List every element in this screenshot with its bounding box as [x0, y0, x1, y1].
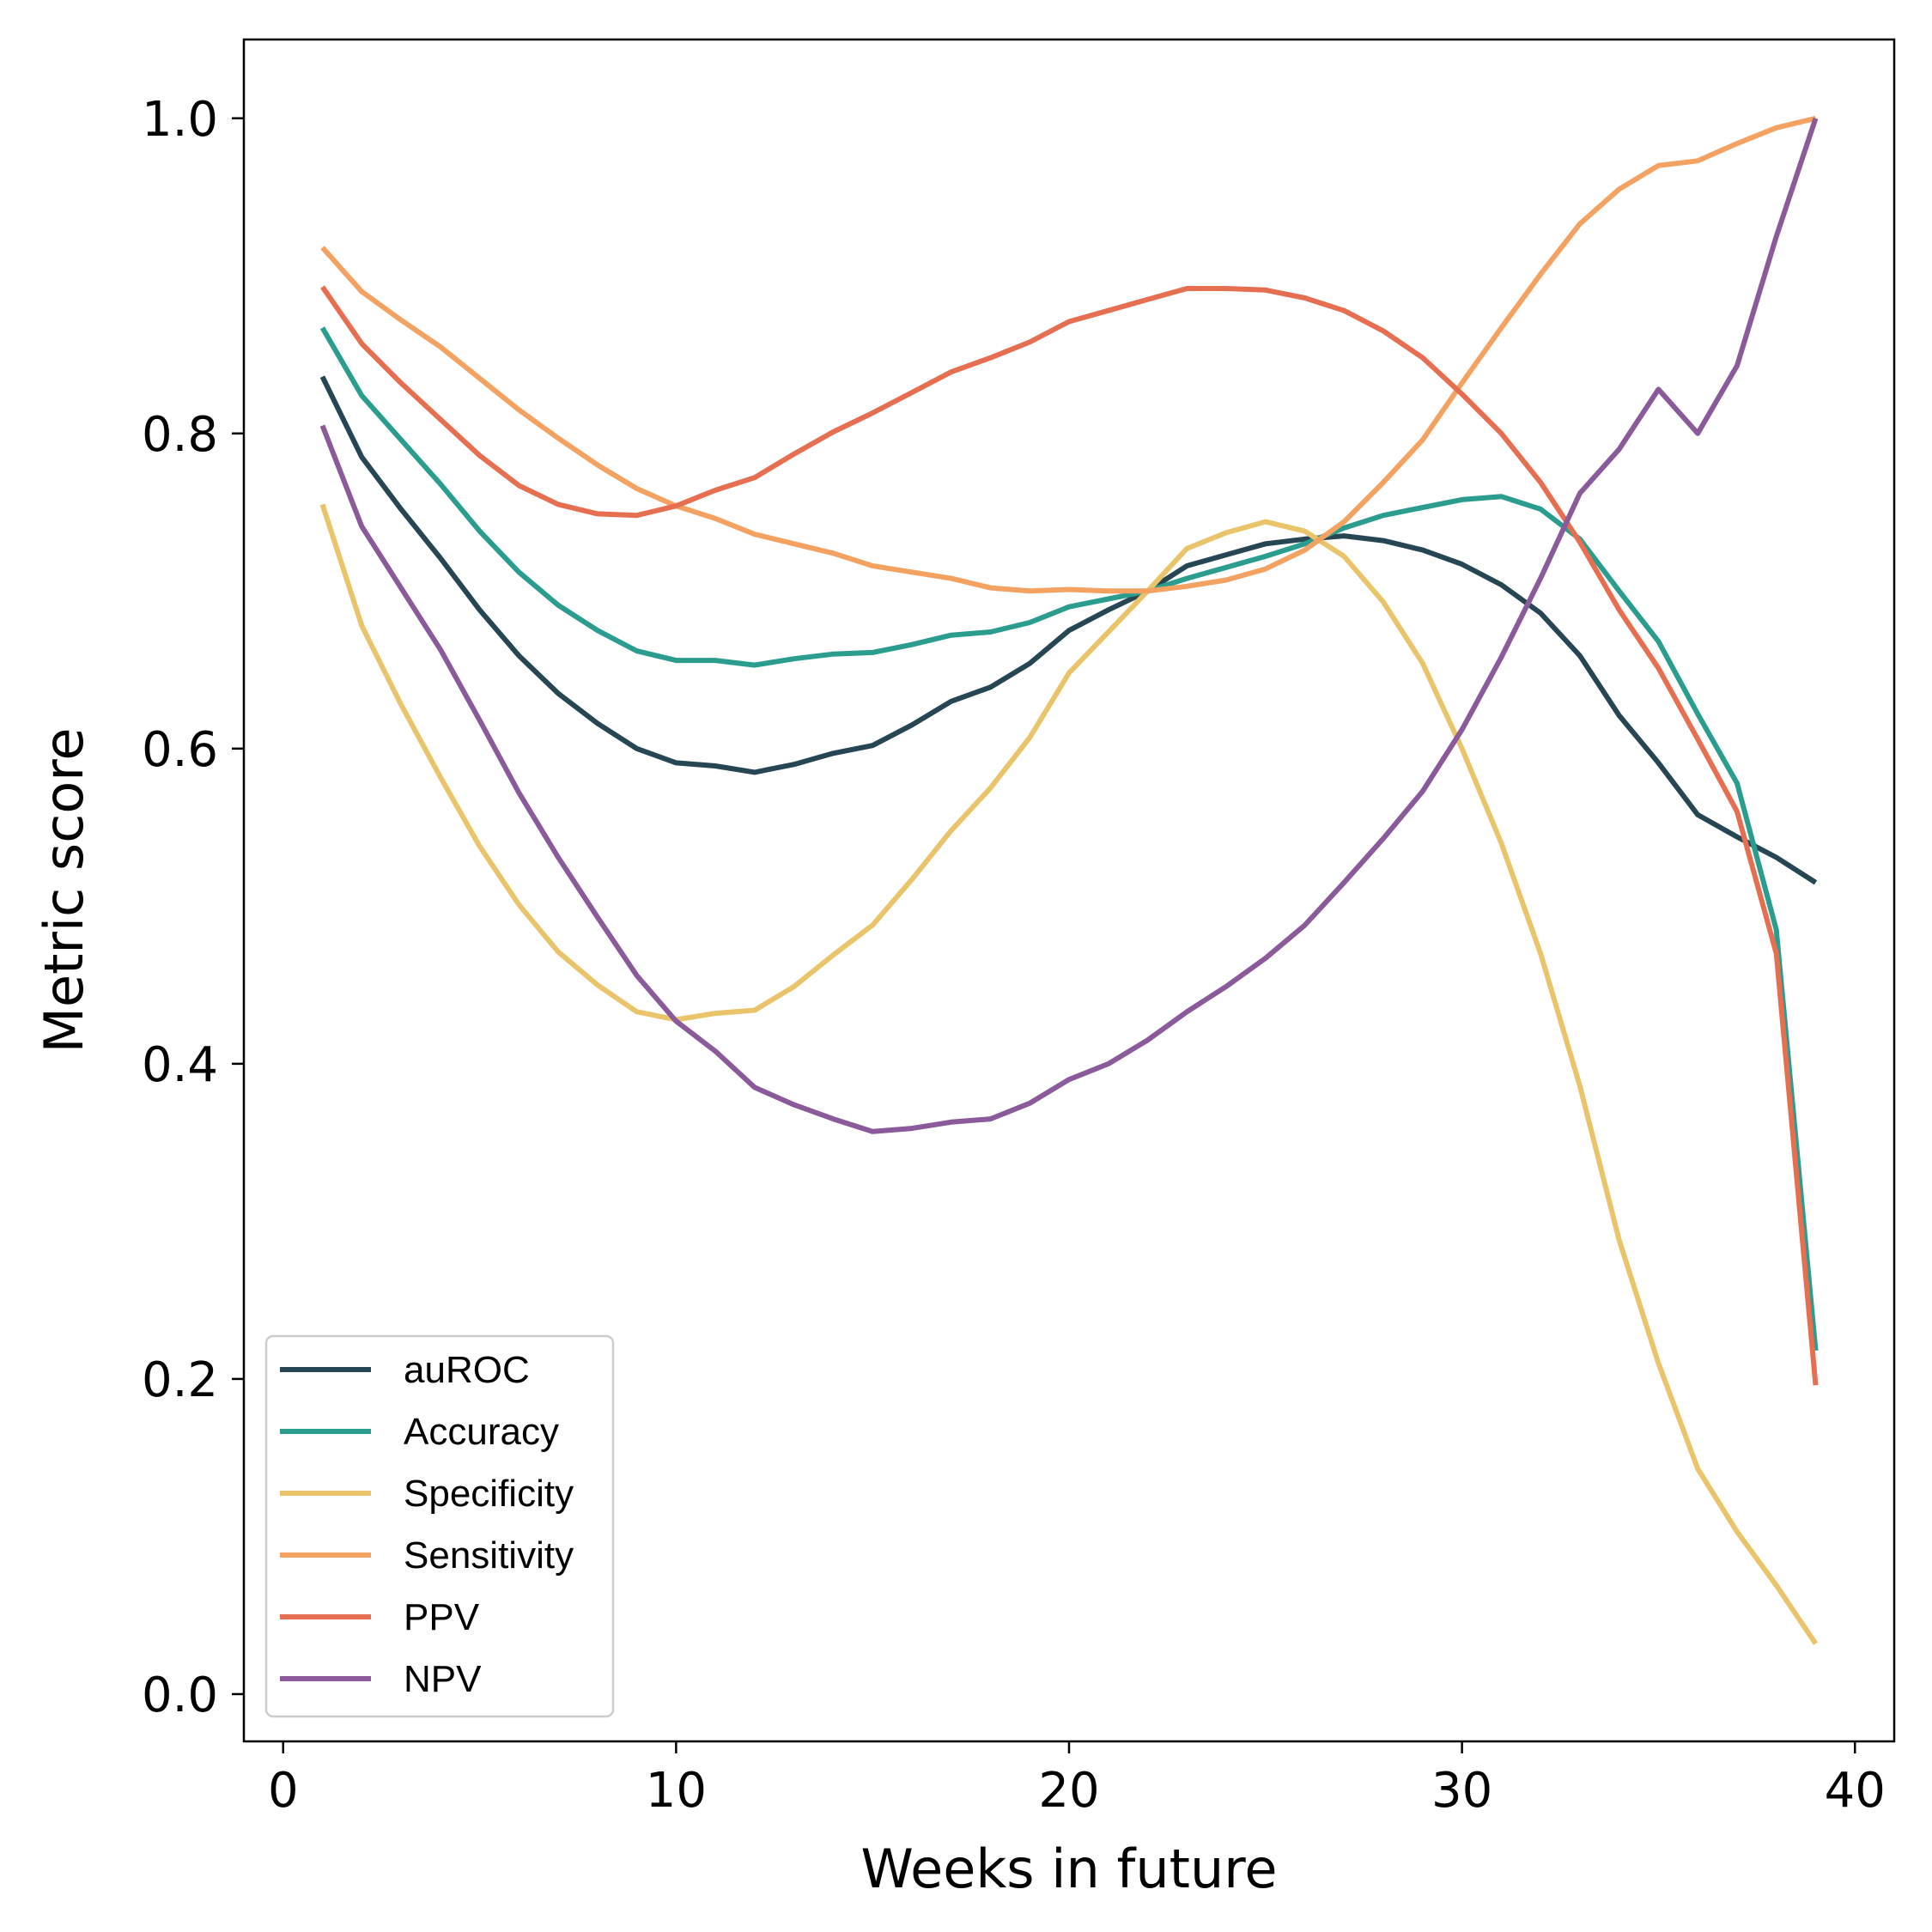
legend-label-specificity: Specificity [404, 1473, 574, 1515]
x-tick-label: 0 [268, 1763, 299, 1819]
x-tick-label: 40 [1825, 1763, 1886, 1819]
x-tick-label: 10 [646, 1763, 707, 1819]
legend-label-npv: NPV [404, 1658, 482, 1700]
y-tick-label: 0.2 [142, 1352, 218, 1408]
series-layer [319, 115, 1819, 1645]
legend-label-sensitivity: Sensitivity [404, 1534, 574, 1577]
series-line-npv [319, 117, 1819, 1134]
y-tick-label: 0.4 [142, 1037, 218, 1093]
y-axis: 0.0 0.2 0.4 0.6 0.8 1.0 [142, 92, 244, 1723]
y-tick-label: 0.6 [142, 722, 218, 778]
legend-label-ppv: PPV [404, 1596, 480, 1638]
series-line-accuracy [319, 326, 1819, 1352]
y-axis-label: Metric score [33, 727, 95, 1053]
y-tick-label: 0.0 [142, 1668, 218, 1723]
x-axis: 0 10 20 30 40 [268, 1741, 1886, 1819]
x-tick-label: 20 [1038, 1763, 1099, 1819]
legend: auROC Accuracy Specificity Sensitivity PPV NP… [264, 1334, 615, 1718]
y-tick-label: 0.8 [142, 407, 218, 463]
x-axis-label: Weeks in future [860, 1838, 1277, 1900]
x-tick-label: 30 [1431, 1763, 1492, 1819]
y-tick-label: 1.0 [142, 92, 218, 148]
series-line-specificity [319, 503, 1818, 1645]
series-line-auroc [319, 375, 1818, 885]
legend-label-auroc: auROC [404, 1349, 530, 1391]
legend-label-accuracy: Accuracy [404, 1411, 559, 1453]
series-line-sensitivity [320, 115, 1817, 594]
